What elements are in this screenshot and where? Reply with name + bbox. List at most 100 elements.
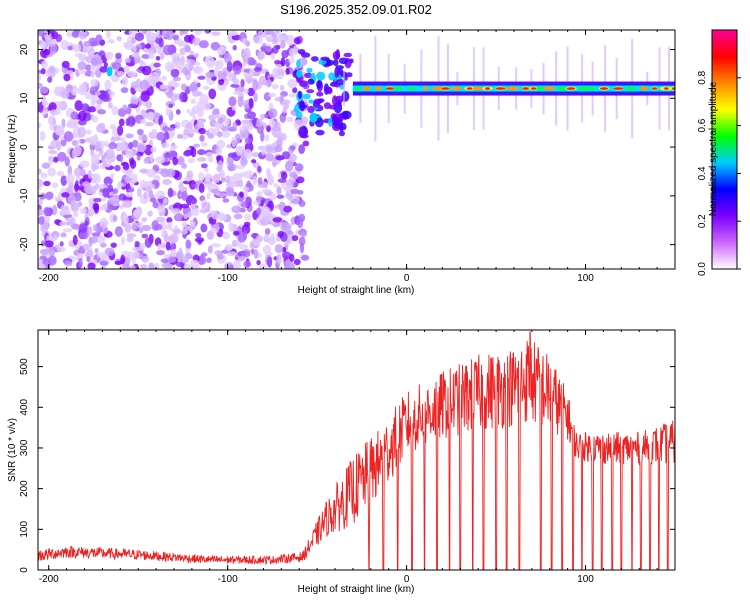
spectrogram-noise-blob (77, 257, 83, 269)
spectrogram-transition-blob (295, 111, 303, 119)
spectrogram-noise-blob (199, 40, 209, 49)
spectrogram-x-tick-label: -100 (218, 273, 238, 284)
spectrogram-noise-blob (290, 188, 300, 195)
spectrogram-y-tick-label: 10 (19, 92, 30, 104)
spectrogram-noise-blob (172, 34, 179, 41)
spectrogram-noise-blob (230, 83, 240, 88)
spectrogram-noise-blob (228, 72, 234, 78)
spectrogram-hotspot (106, 66, 113, 77)
spectrogram-signal-core (393, 86, 403, 91)
spectrogram-noise-blob (279, 94, 285, 106)
snr-x-tick-label: 0 (404, 574, 410, 585)
spectrogram-noise-blob (137, 187, 142, 198)
snr-y-tick-label: 100 (19, 521, 30, 538)
spectrogram-noise-blob (90, 70, 96, 78)
spectrogram-noise-blob (285, 261, 296, 269)
spectrogram-noise-blob (263, 143, 273, 155)
spectrogram-transition-blob (320, 56, 330, 61)
spectrogram-noise-blob (39, 86, 49, 94)
spectrogram-noise-blob (99, 217, 109, 229)
spectrogram-noise-blob (91, 173, 101, 184)
spectrogram-noise-blob (207, 155, 214, 163)
spectrogram-noise-blob (215, 147, 223, 156)
spectrogram-noise-blob (45, 191, 54, 200)
spectrogram-noise-blob (186, 60, 194, 71)
spectrogram-noise-blob (240, 201, 250, 208)
spectrogram-noise-blob (192, 66, 201, 73)
spectrogram-noise-blob (72, 234, 78, 246)
spectrogram-noise-blob (228, 96, 237, 107)
spectrogram-noise-blob (128, 142, 133, 150)
spectrogram-noise-blob (178, 181, 184, 193)
spectrogram-noise-blob (256, 259, 261, 266)
spectrogram-noise-blob (235, 145, 246, 153)
spectrogram-noise-blob (276, 32, 283, 43)
spectrogram-noise-blob (264, 134, 270, 142)
spectrogram-noise-blob (70, 223, 80, 230)
spectrogram-noise-blob (122, 162, 130, 171)
spectrogram-noise-blob (155, 55, 161, 61)
spectrogram-noise-blob (136, 128, 144, 136)
spectrogram-noise-blob (140, 91, 150, 102)
colorbar-label: Normalized spectral amplitude (708, 81, 719, 216)
spectrogram-noise-blob (252, 175, 258, 186)
spectrogram-noise-blob (198, 127, 206, 135)
spectrogram-noise-blob (243, 189, 248, 200)
spectrogram-noise-blob (63, 73, 71, 82)
spectrogram-noise-blob (283, 30, 289, 33)
spectrogram-noise-blob (174, 121, 181, 129)
spectrogram-noise-blob (125, 191, 134, 198)
spectrogram-transition-blob (341, 110, 352, 120)
spectrogram-noise-blob (283, 102, 290, 110)
spectrogram-noise-blob (139, 80, 150, 91)
snr-y-tick-label: 400 (19, 399, 30, 416)
spectrogram-noise-blob (205, 151, 213, 157)
spectrogram-noise-blob (252, 239, 261, 247)
spectrogram-noise-blob (116, 35, 122, 42)
spectrogram-transition-blob (316, 71, 326, 81)
spectrogram-noise-blob (246, 56, 256, 66)
spectrogram-noise-blob (159, 212, 164, 217)
snr-y-tick-label: 500 (19, 358, 30, 375)
spectrogram-noise-blob (168, 103, 174, 108)
spectrogram-signal-core (588, 86, 596, 91)
spectrogram-noise-blob (162, 197, 168, 205)
spectrogram-noise-blob (277, 178, 287, 183)
spectrogram-noise-blob (165, 168, 176, 178)
spectrogram-noise-blob (170, 68, 180, 78)
spectrogram-y-axis-label: Frequency (Hz) (7, 115, 18, 184)
spectrogram-noise-blob (143, 191, 148, 200)
spectrogram-noise-blob (72, 211, 79, 218)
spectrogram-noise-blob (151, 128, 158, 139)
spectrogram-noise-blob (206, 192, 211, 200)
spectrogram-transition-blob (316, 91, 324, 97)
spectrogram-noise-blob (94, 247, 99, 254)
spectrogram-noise-blob (59, 241, 64, 247)
spectrogram-noise-blob (260, 130, 265, 142)
spectrogram-noise-blob (289, 171, 298, 178)
spectrogram-signal-core (536, 86, 547, 91)
spectrogram-noise-blob (280, 221, 290, 233)
spectrogram-noise-blob (228, 251, 237, 257)
spectrogram-noise-blob (200, 199, 208, 210)
spectrogram-signal-peak (671, 87, 675, 90)
spectrogram-noise-blob (256, 195, 263, 202)
spectrogram-noise-blob (39, 248, 50, 256)
spectrogram-signal-core (543, 86, 556, 91)
spectrogram-noise-blob (153, 175, 161, 182)
snr-series-line (38, 331, 675, 570)
spectrogram-noise-blob (297, 218, 304, 229)
spectrogram-noise-blob (244, 103, 250, 110)
spectrogram-noise-blob (228, 264, 234, 269)
spectrogram-noise-blob (281, 171, 288, 180)
spectrogram-noise-blob (38, 198, 43, 206)
spectrogram-frame (37, 29, 676, 270)
spectrogram-noise-blob (65, 173, 75, 184)
spectrogram-noise-blob (233, 230, 240, 236)
spectrogram-noise-blob (138, 168, 149, 174)
spectrogram-noise-blob (172, 156, 179, 166)
spectrogram-noise-blob (252, 80, 259, 92)
spectrogram-noise-blob (41, 99, 48, 107)
spectrogram-noise-blob (166, 217, 173, 224)
spectrogram-noise-blob (161, 263, 167, 268)
